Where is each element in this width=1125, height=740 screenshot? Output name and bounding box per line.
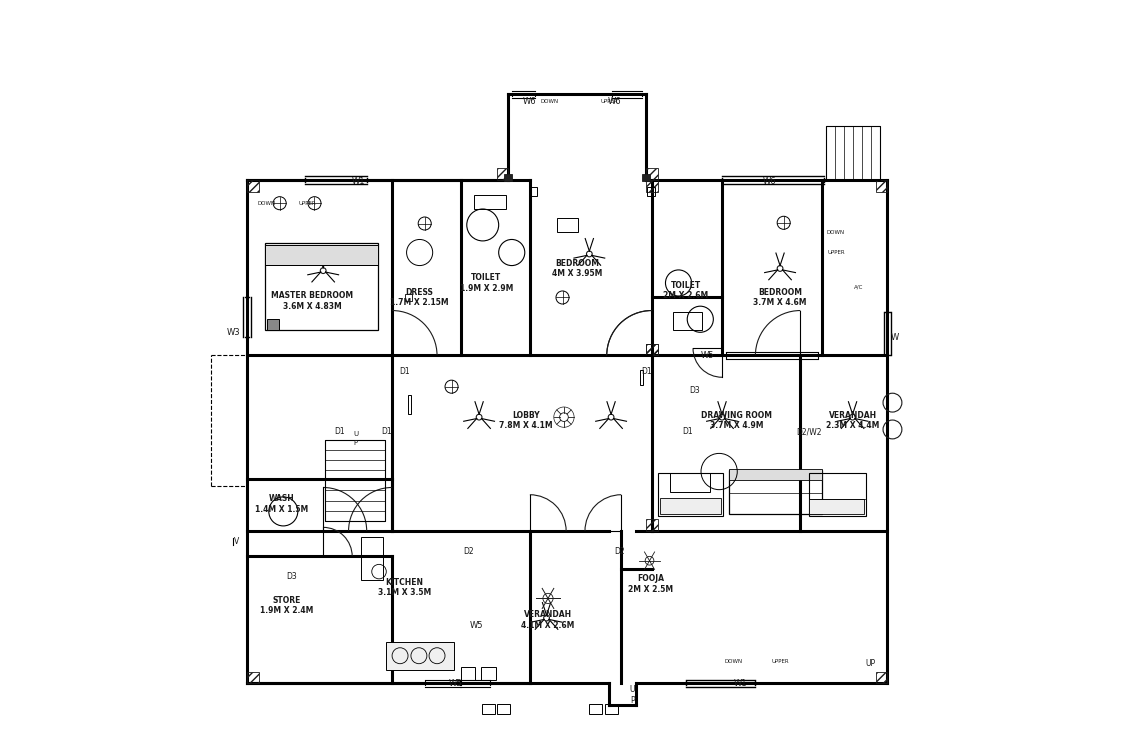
Bar (646, 344, 657, 355)
Bar (673, 312, 702, 330)
Text: DOWN: DOWN (724, 659, 742, 664)
Text: UPPER: UPPER (298, 201, 316, 206)
Bar (647, 187, 655, 196)
Text: V: V (234, 537, 240, 546)
Bar (809, 499, 864, 514)
Text: W3: W3 (226, 328, 240, 337)
Text: D1: D1 (381, 427, 391, 436)
Text: W5: W5 (449, 679, 462, 687)
Bar (640, 370, 644, 385)
Text: DOWN: DOWN (827, 229, 845, 235)
Text: D2/W2: D2/W2 (796, 427, 822, 436)
Text: W6: W6 (763, 177, 776, 186)
Bar (266, 243, 378, 330)
Text: WASH
1.4M X 1.5M: WASH 1.4M X 1.5M (255, 494, 308, 514)
Bar (646, 519, 657, 531)
Bar (557, 218, 578, 232)
Bar (604, 704, 618, 715)
Text: D1: D1 (682, 427, 693, 436)
Text: D3: D3 (690, 386, 700, 395)
Text: STORE
1.9M X 2.4M: STORE 1.9M X 2.4M (260, 596, 314, 616)
Bar (875, 672, 888, 683)
Text: D3: D3 (287, 572, 297, 581)
Text: P: P (353, 440, 358, 445)
Text: BEDROOM
3.7M X 4.6M: BEDROOM 3.7M X 4.6M (754, 288, 807, 307)
Bar (530, 187, 537, 196)
Bar (461, 667, 476, 680)
Text: DOWN: DOWN (540, 99, 558, 104)
Text: D1: D1 (641, 367, 651, 376)
Text: TOILET
1.9M X 2.9M: TOILET 1.9M X 2.9M (460, 273, 513, 293)
Text: D2: D2 (462, 547, 474, 556)
Text: DOWN: DOWN (258, 201, 276, 206)
Bar (646, 344, 657, 355)
Bar (669, 473, 710, 492)
Text: W6: W6 (523, 97, 537, 106)
Bar (408, 395, 411, 414)
Circle shape (543, 593, 554, 604)
Bar (248, 180, 259, 192)
Text: BEDROOM
4M X 3.95M: BEDROOM 4M X 3.95M (552, 259, 602, 278)
Circle shape (559, 413, 568, 422)
Text: KITCHEN
3.1M X 3.5M: KITCHEN 3.1M X 3.5M (378, 578, 431, 597)
Text: U
P: U P (629, 685, 634, 704)
Bar (268, 318, 279, 330)
Bar (729, 468, 822, 480)
Text: D1: D1 (334, 427, 345, 436)
Text: DRESS
1.7M X 2.15M: DRESS 1.7M X 2.15M (390, 288, 449, 307)
Text: MASTER BEDROOM
3.6M X 4.83M: MASTER BEDROOM 3.6M X 4.83M (271, 292, 353, 311)
Text: A/C: A/C (854, 284, 863, 289)
Text: W1: W1 (734, 679, 747, 687)
Bar (482, 704, 495, 715)
Bar (729, 470, 822, 514)
Text: UPPER: UPPER (601, 99, 619, 104)
Text: W5: W5 (470, 621, 484, 630)
Bar (497, 704, 511, 715)
Text: DRAWING ROOM
3.7M X 4.9M: DRAWING ROOM 3.7M X 4.9M (701, 411, 772, 431)
Bar (325, 440, 385, 521)
Text: UPPER: UPPER (827, 250, 845, 255)
Bar (386, 642, 455, 670)
Bar (646, 169, 657, 180)
Circle shape (645, 556, 654, 565)
Text: UPPER: UPPER (772, 659, 789, 664)
Bar (646, 180, 657, 192)
Bar (590, 704, 602, 715)
Bar (482, 667, 496, 680)
Bar (496, 169, 508, 180)
Text: UP: UP (865, 659, 875, 668)
Bar (248, 672, 259, 683)
Text: VERANDAH
4.1M X 2.6M: VERANDAH 4.1M X 2.6M (521, 610, 575, 630)
Bar (660, 497, 721, 514)
Text: FOOJA
2M X 2.5M: FOOJA 2M X 2.5M (629, 574, 674, 593)
Bar (266, 244, 378, 265)
Bar (809, 473, 865, 517)
Bar (504, 174, 512, 181)
Bar (826, 126, 880, 180)
Bar (361, 536, 382, 580)
Bar (642, 174, 649, 181)
Text: W1: W1 (351, 177, 364, 186)
Bar (405, 294, 413, 301)
Text: U: U (353, 431, 359, 437)
Text: TOILET
2M X 2.6M: TOILET 2M X 2.6M (663, 280, 709, 300)
Text: D2: D2 (614, 547, 624, 556)
Bar (474, 195, 506, 209)
Bar (658, 473, 723, 517)
Text: W: W (891, 333, 899, 342)
Bar (875, 180, 888, 192)
Text: VERANDAH
2.3M X 4.4M: VERANDAH 2.3M X 4.4M (826, 411, 880, 431)
Text: W5: W5 (701, 351, 714, 360)
Text: LOBBY
7.8M X 4.1M: LOBBY 7.8M X 4.1M (500, 411, 554, 431)
Text: W6: W6 (608, 97, 621, 106)
Text: D1: D1 (399, 367, 410, 376)
